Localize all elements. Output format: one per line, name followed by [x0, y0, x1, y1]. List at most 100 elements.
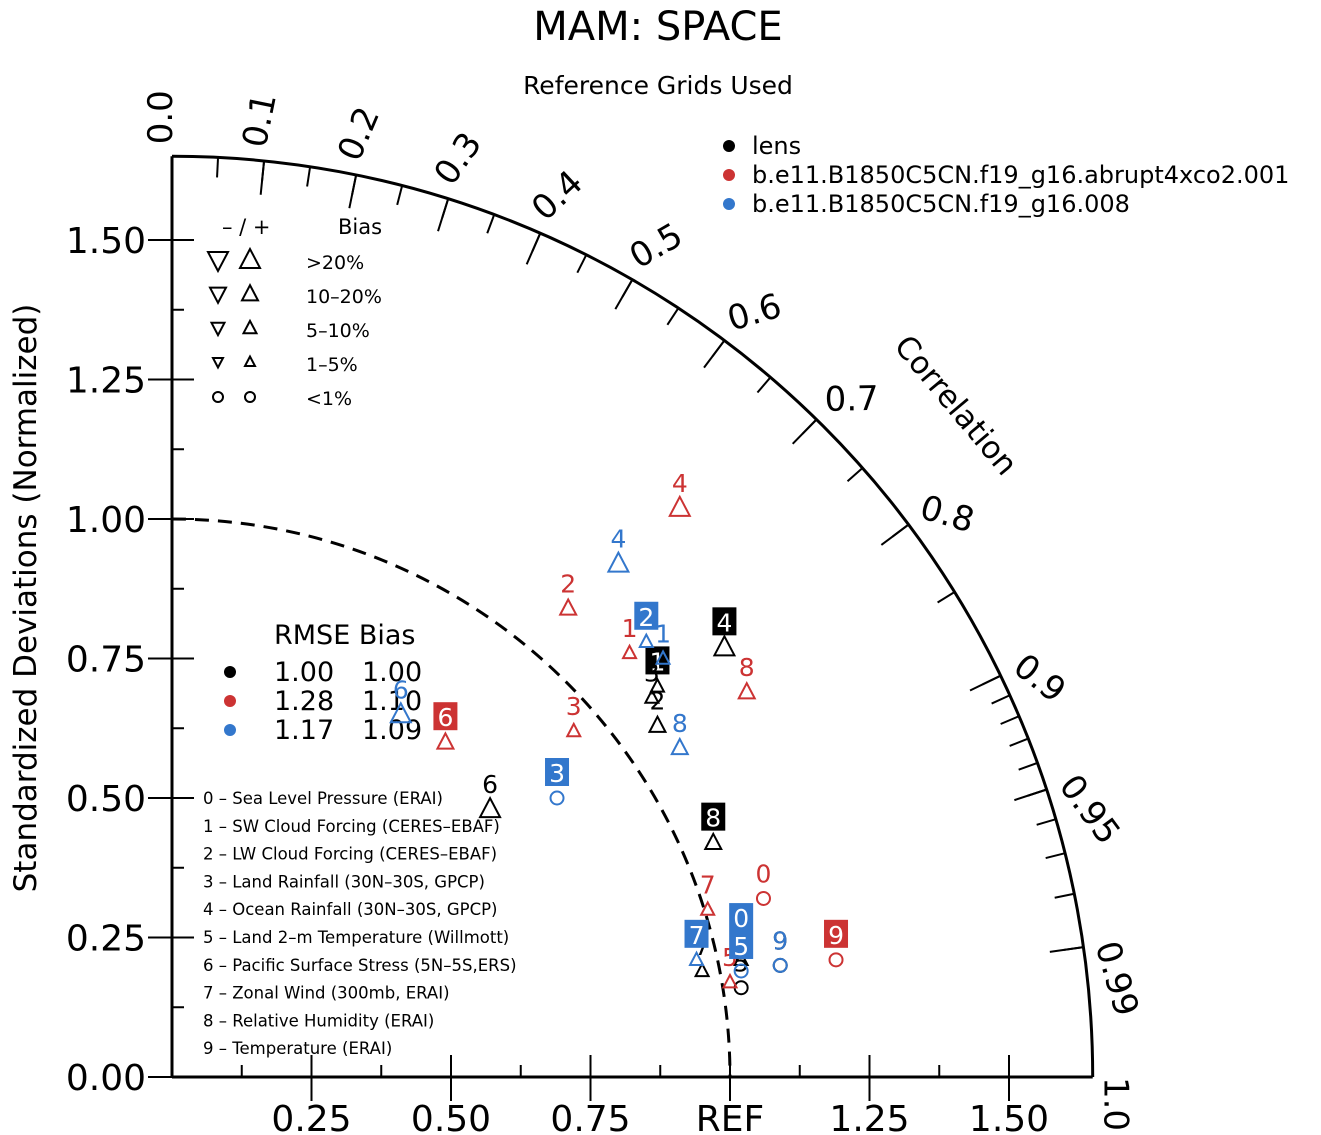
correlation-arc-label: Correlation	[887, 329, 1024, 483]
bias-legend-marker	[208, 286, 228, 305]
stats-legend-rmse: 1.17	[274, 715, 334, 746]
data-point-marker	[668, 494, 692, 517]
data-point-label: 6	[393, 675, 409, 704]
bias-legend-marker	[209, 321, 227, 338]
correlation-tick-mark	[880, 523, 910, 546]
variable-legend-item: 7 – Zonal Wind (300mb, ERAI)	[203, 984, 450, 1003]
y-tick-label: 0.75	[66, 640, 146, 681]
data-point-marker	[435, 731, 456, 750]
chart-subtitle: Reference Grids Used	[523, 71, 793, 100]
variable-legend-item: 5 – Land 2–m Temperature (Willmott)	[203, 928, 509, 947]
y-tick-label: 0.25	[66, 919, 146, 960]
legend-dot	[723, 198, 735, 210]
reference-dashed-arc	[171, 517, 732, 1078]
correlation-tick-mark	[1054, 892, 1075, 899]
data-point-label: 4	[672, 469, 688, 498]
data-point-label-box	[701, 802, 726, 831]
y-axis-ticks: 0.00 0.25 0.50 0.75 1.00 1.25 1.50	[66, 221, 194, 1099]
data-point-label: 3	[549, 759, 565, 788]
data-point-marker	[549, 790, 565, 806]
data-point-label-box	[729, 903, 754, 932]
data-point-label: 8	[739, 653, 755, 682]
legend-dot	[723, 140, 735, 152]
y-tick-label: 0.50	[66, 779, 146, 820]
correlation-tick-label: 0.8	[916, 488, 979, 542]
data-point-marker	[733, 963, 749, 979]
data-point-marker	[647, 714, 668, 733]
stats-legend-dot	[224, 724, 236, 736]
bias-legend-marker	[212, 391, 224, 403]
correlation-tick-mark	[396, 185, 404, 206]
data-point-label: 0	[756, 859, 772, 888]
outer-arc	[171, 154, 1095, 1078]
y-tick-label: 1.25	[66, 361, 146, 402]
data-point-marker	[621, 643, 638, 660]
variable-legend-item: 0 – Sea Level Pressure (ERAI)	[203, 789, 443, 808]
x-tick-label: 1.25	[829, 1099, 909, 1135]
correlation-tick-mark	[1018, 761, 1038, 771]
data-point-label-box	[824, 919, 849, 948]
bias-legend-marker	[241, 318, 259, 335]
y-tick-label: 1.00	[66, 500, 146, 541]
correlation-tick-mark	[1036, 818, 1057, 826]
correlation-tick-label: 0.7	[824, 379, 879, 420]
correlation-tick-mark	[1045, 852, 1066, 860]
data-point-label-box	[545, 758, 570, 786]
data-point-marker	[688, 950, 705, 967]
correlation-tick-mark	[846, 467, 864, 482]
data-point-marker	[478, 796, 502, 819]
correlation-tick-mark	[937, 591, 956, 604]
variable-legend-item: 1 – SW Cloud Forcing (CERES–EBAF)	[203, 817, 500, 836]
correlation-tick-mark	[756, 376, 772, 394]
data-point-marker	[389, 701, 413, 724]
correlation-tick-label: 0.3	[426, 125, 490, 192]
data-point-label-box	[634, 601, 659, 630]
correlation-tick-label: 0.9	[1006, 646, 1073, 711]
data-point-label: 1	[655, 620, 671, 649]
x-tick-label: REF	[696, 1099, 764, 1135]
data-point-label: 4	[610, 525, 626, 554]
y-axis-label: Standardized Deviations (Normalized)	[8, 304, 44, 893]
data-point-label: 6	[437, 703, 453, 732]
data-point-marker	[558, 597, 578, 616]
data-point-marker	[772, 957, 788, 973]
x-axis-ticks: 0.25 0.50 0.75 REF 1.25 1.50	[240, 1055, 1049, 1135]
data-point-marker	[565, 721, 582, 738]
data-point-label-box	[684, 919, 709, 948]
data-point-marker	[649, 677, 666, 693]
correlation-tick-label: 0.99	[1087, 937, 1147, 1021]
data-point-label: 4	[716, 608, 732, 637]
correlation-tick-mark	[969, 674, 1002, 692]
bias-legend-label: <1%	[306, 388, 352, 410]
correlation-tick-mark	[1000, 715, 1020, 725]
data-point-marker	[699, 900, 716, 916]
data-point-marker	[828, 952, 844, 968]
data-point-label: 3	[566, 692, 582, 721]
data-point-marker	[606, 550, 631, 573]
data-point-label: 8	[672, 709, 688, 738]
correlation-tick-mark	[525, 232, 542, 265]
correlation-tick-mark	[791, 418, 818, 445]
bias-legend-label: 1–5%	[306, 354, 358, 376]
data-point-label: 5	[733, 932, 749, 961]
data-point-label: 1	[622, 614, 638, 643]
stats-legend-bias: 1.00	[362, 657, 422, 688]
x-tick-label: 0.25	[271, 1099, 351, 1135]
data-point-label: 3	[644, 659, 660, 688]
data-point-label: 0	[733, 904, 749, 933]
data-point-marker	[643, 688, 661, 704]
bias-legend-marker	[238, 246, 262, 269]
chart-title: MAM: SPACE	[533, 4, 782, 50]
data-point-marker	[703, 831, 723, 851]
bias-legend-marker	[243, 354, 257, 367]
variable-legend-item: 6 – Pacific Surface Stress (5N–5S,ERS)	[203, 956, 517, 975]
data-point-label: 9	[772, 926, 788, 955]
bias-legend-label: 10–20%	[306, 286, 382, 308]
data-point-marker	[712, 634, 737, 657]
correlation-tick-mark	[666, 307, 680, 326]
variable-legend-item: 8 – Relative Humidity (ERAI)	[203, 1011, 434, 1030]
stats-legend-rmse: 1.28	[274, 686, 334, 717]
correlation-tick-mark	[576, 254, 588, 274]
x-tick-label: 0.50	[411, 1099, 491, 1135]
